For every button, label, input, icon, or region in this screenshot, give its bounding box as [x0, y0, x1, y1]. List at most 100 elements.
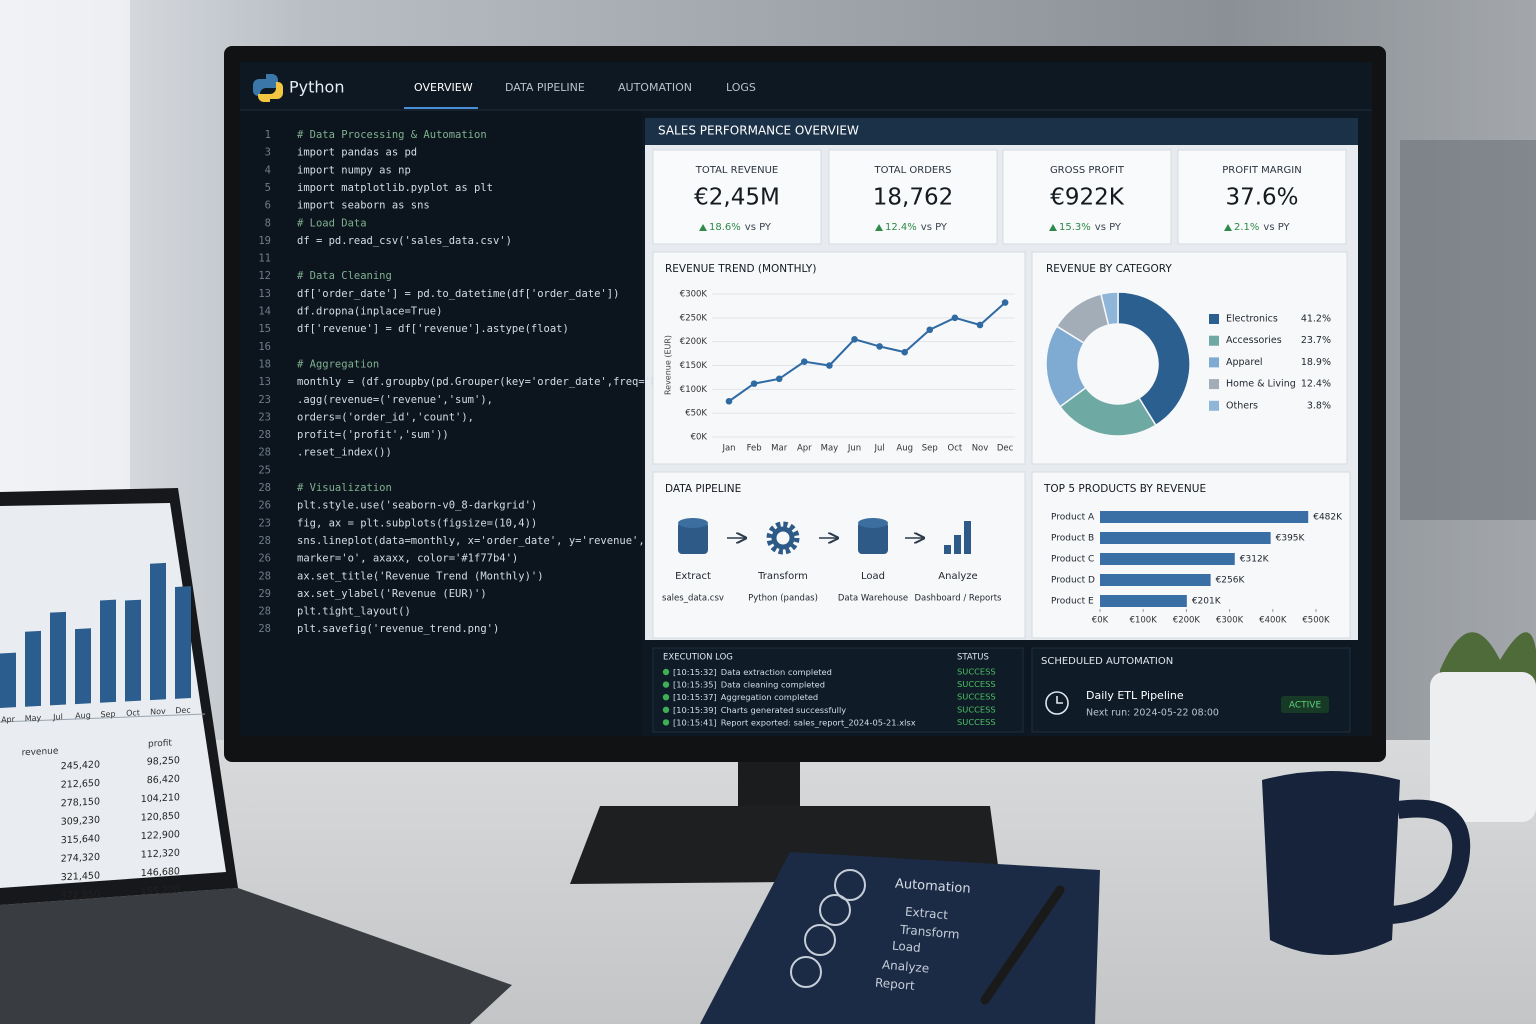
nav-tab[interactable]: DATA PIPELINE — [505, 81, 585, 94]
chart-title: TOP 5 PRODUCTS BY REVENUE — [1043, 483, 1206, 495]
trend-line — [728, 301, 1006, 403]
line-number: 15 — [258, 323, 271, 335]
log-entry: [10:15:32] Data extraction completed — [673, 667, 832, 677]
status-dot — [662, 681, 670, 688]
log-time: [10:15:35] — [673, 679, 717, 689]
nav-tab[interactable]: OVERVIEW — [414, 81, 473, 94]
code-line: profit=('profit','sum')) — [297, 429, 449, 441]
db-icon-top — [678, 518, 708, 528]
delta-arrow — [699, 224, 707, 231]
legend-swatch — [1209, 314, 1219, 324]
trend-point — [951, 314, 959, 322]
nav-tab[interactable]: AUTOMATION — [618, 81, 692, 94]
dashboard-title: SALES PERFORMANCE OVERVIEW — [658, 124, 859, 138]
table-cell: 155,220 — [141, 885, 180, 898]
table-cell: 146,680 — [141, 866, 180, 879]
line-number: 4 — [265, 164, 271, 176]
table-cell: 212,650 — [61, 778, 100, 791]
log-time: [10:15:37] — [673, 692, 717, 702]
bars-icon — [954, 535, 961, 554]
log-message: Data extraction completed — [721, 667, 832, 677]
table-cell: 245,420 — [61, 759, 100, 772]
y-tick-label: €150K — [680, 361, 708, 371]
kpi-delta: 15.3% vs PY — [1059, 222, 1122, 233]
notebook-step: Extract — [904, 905, 948, 923]
kpi-value: €2,45M — [694, 185, 780, 211]
x-tick-label: Nov — [150, 707, 166, 717]
schedule-job: Daily ETL Pipeline — [1086, 689, 1184, 702]
x-tick-label: Apr — [797, 444, 812, 454]
x-tick-label: May — [25, 713, 42, 723]
line-number: 28 — [258, 429, 271, 441]
x-tick-label: Sep — [100, 709, 115, 719]
window — [0, 0, 130, 560]
kpi-delta-suffix: vs PY — [745, 222, 772, 233]
table-cell: 120,850 — [141, 811, 180, 824]
bar-label: Product D — [1051, 576, 1095, 586]
db-icon-top — [858, 518, 888, 528]
bar-value-label: €395K — [1276, 534, 1306, 544]
line-number: 26 — [258, 553, 271, 565]
bar-label: Product B — [1051, 534, 1094, 544]
code-line: # Data Cleaning — [297, 270, 392, 282]
kpi-value: 37.6% — [1225, 185, 1298, 211]
table-cell: 372,850 — [61, 889, 100, 902]
code-line: plt.tight_layout() — [297, 606, 411, 618]
bars-icon — [964, 521, 971, 554]
legend-value: 18.9% — [1301, 357, 1331, 368]
bar — [1100, 511, 1309, 523]
legend-value: 12.4% — [1301, 379, 1331, 390]
log-status: SUCCESS — [957, 704, 996, 714]
table-cell: 86,420 — [147, 774, 180, 787]
line-number: 5 — [265, 182, 271, 194]
plant-pot — [1430, 672, 1536, 822]
x-tick-label: Jul — [52, 712, 63, 722]
trend-point — [901, 348, 908, 356]
line-number: 6 — [265, 200, 271, 212]
dashboard-header — [645, 118, 1358, 145]
line-number: 28 — [258, 482, 271, 494]
legend-swatch — [1209, 357, 1219, 368]
x-tick-label: Dec — [175, 706, 190, 716]
code-line: df.dropna(inplace=True) — [297, 306, 442, 318]
schedule-panel — [1031, 647, 1351, 733]
schedule-title: SCHEDULED AUTOMATION — [1041, 656, 1173, 667]
x-tick-label: Feb — [747, 444, 762, 454]
nav-tab[interactable]: LOGS — [726, 81, 756, 94]
code-panel — [240, 110, 642, 736]
kpi-value: €922K — [1050, 185, 1125, 211]
line-number: 14 — [258, 306, 271, 318]
code-line: df = pd.read_csv('sales_data.csv') — [297, 235, 512, 247]
bar-value-label: €256K — [1216, 576, 1246, 586]
kpi-delta: 12.4% vs PY — [885, 222, 948, 233]
status-badge — [1281, 696, 1329, 713]
python-logo-blue — [253, 74, 278, 96]
line-number: 23 — [258, 411, 271, 423]
trend-point — [851, 335, 858, 343]
log-status: SUCCESS — [957, 717, 996, 727]
line-number: 19 — [258, 235, 271, 247]
table-cell: 274,320 — [61, 852, 100, 865]
db-icon — [678, 522, 708, 554]
kpi-card — [1002, 149, 1172, 245]
line-number: 29 — [258, 588, 271, 600]
kpi-delta-value: 15.3% — [1059, 222, 1091, 233]
line-number: 16 — [258, 341, 271, 353]
x-tick-label: Jan — [721, 444, 735, 454]
y-axis-label: Revenue (EUR) — [664, 335, 673, 395]
line-number: 1 — [265, 129, 271, 141]
status-dot — [662, 694, 670, 701]
status-dot — [662, 706, 670, 713]
bar-value-label: €482K — [1313, 513, 1343, 523]
laptop-chart: Apr May Jul Aug Sep Oct Nov Dec — [0, 562, 191, 724]
x-tick-label: €200K — [1173, 616, 1201, 626]
kpi-delta-suffix: vs PY — [921, 222, 948, 233]
legend-swatch — [1209, 379, 1219, 390]
log-status: SUCCESS — [957, 679, 996, 689]
bar — [1100, 532, 1271, 544]
step-name: Analyze — [938, 571, 977, 582]
bar-label: Product C — [1051, 555, 1094, 565]
code-line: df['order_date'] = pd.to_datetime(df['or… — [297, 288, 619, 300]
